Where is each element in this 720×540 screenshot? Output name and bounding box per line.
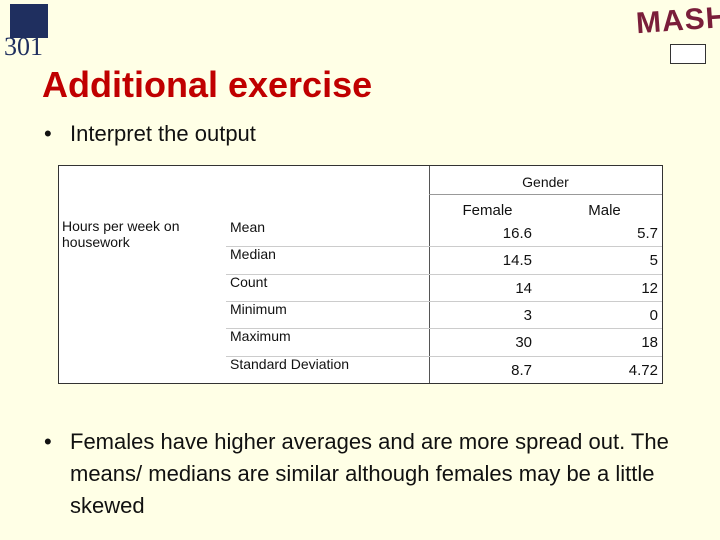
value: 30 — [515, 334, 532, 352]
stat-label: Mean — [230, 219, 266, 235]
value: 14 — [515, 279, 532, 297]
logo-box — [10, 4, 48, 38]
value: 12 — [641, 279, 658, 297]
stat-label: Count — [230, 273, 268, 290]
value: 5.7 — [637, 225, 658, 242]
divider — [226, 355, 662, 357]
logo-box — [670, 44, 706, 64]
value: 14.5 — [502, 252, 532, 270]
value: 4.72 — [628, 361, 658, 379]
stat-label: Maximum — [230, 328, 291, 345]
divider — [226, 273, 662, 275]
row-label: Hours per week on housework — [62, 218, 180, 250]
bullet: Interpret the output — [44, 118, 256, 150]
group-header: Gender — [522, 174, 569, 190]
value: 5 — [649, 252, 658, 270]
stat-label: Minimum — [230, 300, 287, 317]
value: 3 — [523, 306, 532, 324]
value: 18 — [641, 334, 658, 352]
divider — [429, 194, 662, 195]
logo-text: 301 — [4, 32, 43, 61]
stat-label: Median — [230, 246, 276, 263]
value: 0 — [649, 306, 658, 324]
bullet: Females have higher averages and are mor… — [44, 426, 700, 522]
column-header: Female — [462, 202, 513, 219]
divider — [226, 328, 662, 330]
divider — [226, 246, 662, 248]
divider — [226, 300, 662, 302]
table: Gender Female Male Hours per week on housew… — [58, 165, 663, 384]
value: 16.6 — [502, 225, 532, 242]
logo-text: MASH — [634, 0, 720, 41]
column-header: Male — [588, 202, 621, 219]
stat-label: Standard Deviation — [230, 355, 350, 372]
value: 8.7 — [511, 361, 532, 379]
title: Additional exercise — [42, 64, 373, 105]
